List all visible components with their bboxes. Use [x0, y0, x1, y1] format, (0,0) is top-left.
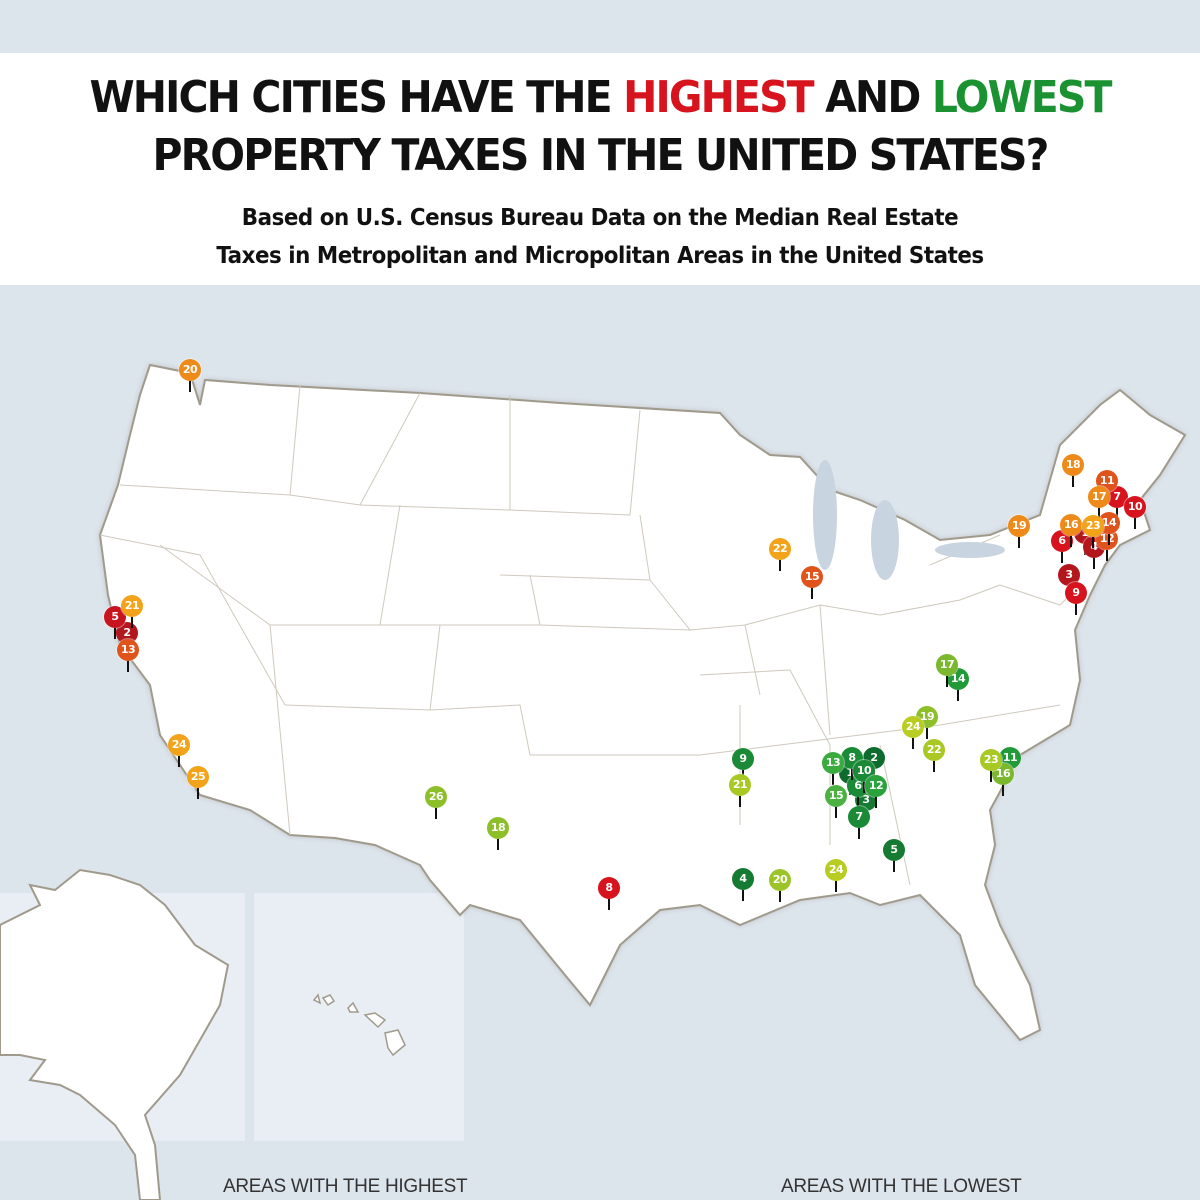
pin-highest-22[interactable]: 22	[769, 538, 791, 571]
subtitle-line1: Based on U.S. Census Bureau Data on the …	[241, 205, 959, 231]
title-text: AND	[812, 72, 932, 123]
pin-highest-16[interactable]: 16	[1060, 514, 1082, 547]
subtitle-line2: Taxes in Metropolitan and Micropolitan A…	[216, 243, 984, 269]
pin-highest-21[interactable]: 21	[121, 595, 143, 628]
map-shapes	[0, 363, 1187, 1200]
pin-highest-12[interactable]: 12	[1096, 528, 1118, 561]
alaska-shape	[0, 868, 230, 1200]
pin-lowest-24b[interactable]: 24	[902, 716, 924, 749]
pin-highest-7[interactable]: 7	[1106, 486, 1128, 519]
pin-lowest-23[interactable]: 23	[980, 749, 1002, 782]
pin-highest-5[interactable]: 5	[104, 606, 126, 639]
pin-lowest-18[interactable]: 18	[487, 817, 509, 850]
pin-lowest-21[interactable]: 21	[729, 774, 751, 807]
pin-lowest-22[interactable]: 22	[923, 739, 945, 772]
pin-lowest-4[interactable]: 4	[732, 868, 754, 901]
pin-highest-19[interactable]: 19	[1008, 515, 1030, 548]
pin-highest-10[interactable]: 10	[1124, 496, 1146, 529]
pin-highest-24[interactable]: 24	[168, 734, 190, 767]
pin-highest-25[interactable]: 25	[187, 766, 209, 799]
pin-highest-15[interactable]: 15	[801, 566, 823, 599]
pin-lowest-24[interactable]: 24	[825, 859, 847, 892]
title-banner: WHICH CITIES HAVE THE HIGHEST AND LOWEST…	[0, 53, 1200, 285]
pin-highest-18[interactable]: 18	[1062, 454, 1084, 487]
pin-lowest-15[interactable]: 15	[825, 785, 847, 818]
pin-lowest-13[interactable]: 13	[822, 752, 844, 785]
pin-lowest-26[interactable]: 26	[425, 786, 447, 819]
pin-highest-17[interactable]: 17	[1088, 486, 1110, 519]
hawaii-shape	[312, 993, 406, 1057]
pin-lowest-7[interactable]: 7	[848, 806, 870, 839]
pin-highest-13[interactable]: 13	[117, 639, 139, 672]
pin-highest-8[interactable]: 8	[598, 877, 620, 910]
pin-lowest-17[interactable]: 17	[936, 654, 958, 687]
pin-highest-9[interactable]: 9	[1065, 582, 1087, 615]
title-line2: PROPERTY TAXES IN THE UNITED STATES?	[152, 130, 1050, 181]
title-highest: HIGHEST	[623, 72, 814, 123]
legend-highest: AREAS WITH THE HIGHEST	[223, 1176, 468, 1197]
contiguous-us-shape	[98, 363, 1187, 1042]
pin-lowest-12[interactable]: 12	[865, 775, 887, 808]
us-map	[0, 285, 1200, 1200]
title-lowest: LOWEST	[931, 72, 1113, 123]
pin-lowest-5[interactable]: 5	[883, 839, 905, 872]
subtitle: Based on U.S. Census Bureau Data on the …	[42, 199, 1158, 275]
pin-highest-23[interactable]: 23	[1082, 515, 1104, 548]
hawaii-inset	[254, 893, 464, 1141]
main-title: WHICH CITIES HAVE THE HIGHEST AND LOWEST…	[42, 53, 1158, 185]
pin-lowest-9[interactable]: 9	[732, 748, 754, 781]
legend-lowest: AREAS WITH THE LOWEST	[781, 1176, 1022, 1197]
pin-lowest-20[interactable]: 20	[769, 869, 791, 902]
pin-highest-20[interactable]: 20	[179, 359, 201, 392]
title-text: WHICH CITIES HAVE THE	[89, 72, 624, 123]
